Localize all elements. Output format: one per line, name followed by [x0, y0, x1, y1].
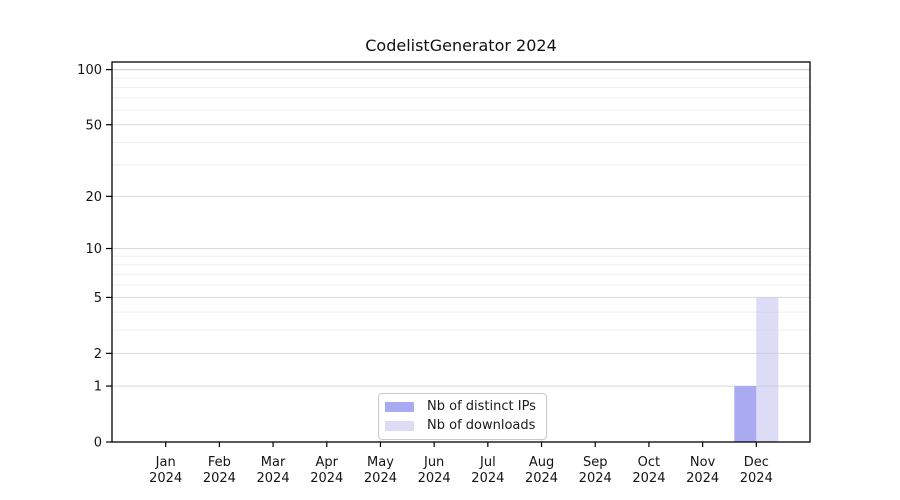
y-tick-label-2: 2: [94, 347, 102, 362]
x-tick-year-sep: 2024: [579, 471, 612, 486]
x-tick-year-feb: 2024: [203, 471, 236, 486]
x-tick-year-may: 2024: [364, 471, 397, 486]
legend: Nb of distinct IPs Nb of downloads: [378, 393, 547, 440]
bar-nb-of-distinct-ips-dec: [734, 386, 757, 442]
legend-swatch-downloads: [385, 420, 414, 431]
x-axis-ticks: Jan2024Feb2024Mar2024Apr2024May2024Jun20…: [149, 442, 773, 486]
y-tick-label-20: 20: [85, 190, 102, 205]
legend-item-distinct-ips: Nb of distinct IPs: [385, 397, 536, 416]
x-tick-month-apr: Apr: [316, 455, 339, 470]
x-tick-year-jan: 2024: [149, 471, 182, 486]
legend-item-downloads: Nb of downloads: [385, 416, 536, 435]
y-tick-label-50: 50: [85, 118, 102, 133]
x-tick-month-jan: Jan: [155, 455, 176, 470]
legend-label-distinct-ips: Nb of distinct IPs: [427, 399, 536, 414]
x-tick-month-may: May: [367, 455, 394, 470]
x-tick-year-oct: 2024: [632, 471, 665, 486]
y-gridlines-minor: [112, 77, 810, 331]
y-tick-label-0: 0: [94, 436, 102, 451]
x-tick-month-oct: Oct: [638, 455, 660, 470]
y-tick-label-1: 1: [94, 380, 102, 395]
x-tick-year-dec: 2024: [740, 471, 773, 486]
y-tick-label-100: 100: [77, 63, 102, 78]
x-tick-year-apr: 2024: [310, 471, 343, 486]
bars: [734, 297, 779, 442]
x-tick-year-jun: 2024: [418, 471, 451, 486]
x-tick-year-aug: 2024: [525, 471, 558, 486]
legend-swatch-distinct-ips: [385, 401, 414, 412]
x-tick-month-aug: Aug: [529, 455, 554, 470]
y-tick-label-10: 10: [85, 242, 102, 257]
x-tick-month-nov: Nov: [690, 455, 716, 470]
x-tick-month-jul: Jul: [479, 455, 496, 470]
legend-label-downloads: Nb of downloads: [427, 418, 536, 433]
x-tick-month-mar: Mar: [261, 455, 286, 470]
x-tick-month-sep: Sep: [583, 455, 608, 470]
x-tick-year-nov: 2024: [686, 471, 719, 486]
y-tick-label-5: 5: [94, 291, 102, 306]
x-tick-year-jul: 2024: [471, 471, 504, 486]
x-tick-month-dec: Dec: [744, 455, 769, 470]
bar-nb-of-downloads-dec: [756, 297, 779, 442]
x-tick-year-mar: 2024: [257, 471, 290, 486]
x-tick-month-jun: Jun: [423, 455, 444, 470]
y-axis-ticks: 0 1 2 5 10 20 50 100: [77, 63, 112, 451]
y-gridlines-major: [112, 69, 810, 387]
x-tick-month-feb: Feb: [208, 455, 231, 470]
plot-border: [111, 61, 811, 443]
chart-title: CodelistGenerator 2024: [365, 36, 557, 55]
